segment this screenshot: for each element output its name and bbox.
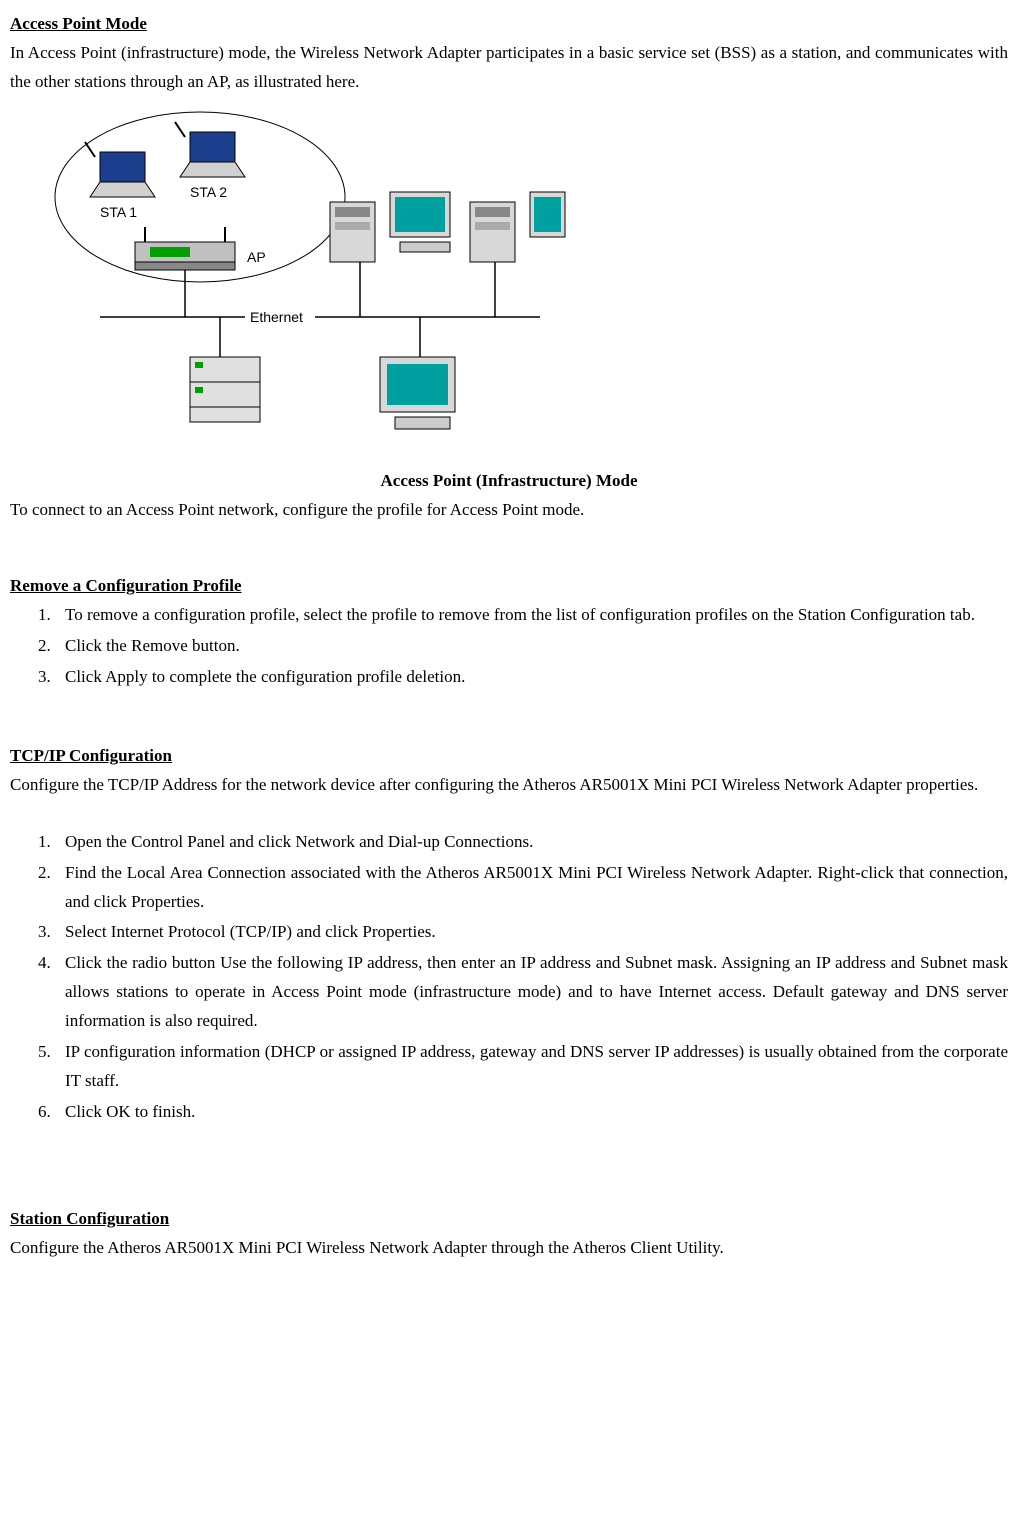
diagram-svg: STA 1 STA 2 AP xyxy=(50,102,570,462)
desktop-pc-3 xyxy=(380,317,455,429)
list-item: To remove a configuration profile, selec… xyxy=(55,601,1008,630)
list-item: Click OK to finish. xyxy=(55,1098,1008,1127)
list-item: Find the Local Area Connection associate… xyxy=(55,859,1008,917)
paragraph-station-config: Configure the Atheros AR5001X Mini PCI W… xyxy=(10,1234,1008,1263)
ap-device xyxy=(135,227,235,270)
list-item: Click Apply to complete the configuratio… xyxy=(55,663,1008,692)
desktop-pc-2 xyxy=(470,192,565,262)
laptop-sta1 xyxy=(85,142,155,197)
heading-access-point-mode: Access Point Mode xyxy=(10,10,1008,39)
desktop-pc-1 xyxy=(330,192,450,262)
list-item: IP configuration information (DHCP or as… xyxy=(55,1038,1008,1096)
heading-station-config: Station Configuration xyxy=(10,1205,1008,1234)
paragraph-access-point-intro: In Access Point (infrastructure) mode, t… xyxy=(10,39,1008,97)
list-item: Select Internet Protocol (TCP/IP) and cl… xyxy=(55,918,1008,947)
label-ap: AP xyxy=(247,249,266,265)
list-item: Click the radio button Use the following… xyxy=(55,949,1008,1036)
paragraph-tcpip-intro: Configure the TCP/IP Address for the net… xyxy=(10,771,1008,800)
heading-remove-profile: Remove a Configuration Profile xyxy=(10,572,1008,601)
paragraph-connect-ap: To connect to an Access Point network, c… xyxy=(10,496,1008,525)
list-tcpip: Open the Control Panel and click Network… xyxy=(10,828,1008,1127)
heading-tcpip: TCP/IP Configuration xyxy=(10,742,1008,771)
infrastructure-diagram: STA 1 STA 2 AP xyxy=(50,102,570,462)
list-remove-profile: To remove a configuration profile, selec… xyxy=(10,601,1008,692)
laptop-sta2 xyxy=(175,122,245,177)
list-item: Open the Control Panel and click Network… xyxy=(55,828,1008,857)
server-device xyxy=(190,317,260,422)
diagram-caption: Access Point (Infrastructure) Mode xyxy=(10,467,1008,496)
label-ethernet: Ethernet xyxy=(250,309,303,325)
label-sta1: STA 1 xyxy=(100,204,137,220)
list-item: Click the Remove button. xyxy=(55,632,1008,661)
label-sta2: STA 2 xyxy=(190,184,227,200)
